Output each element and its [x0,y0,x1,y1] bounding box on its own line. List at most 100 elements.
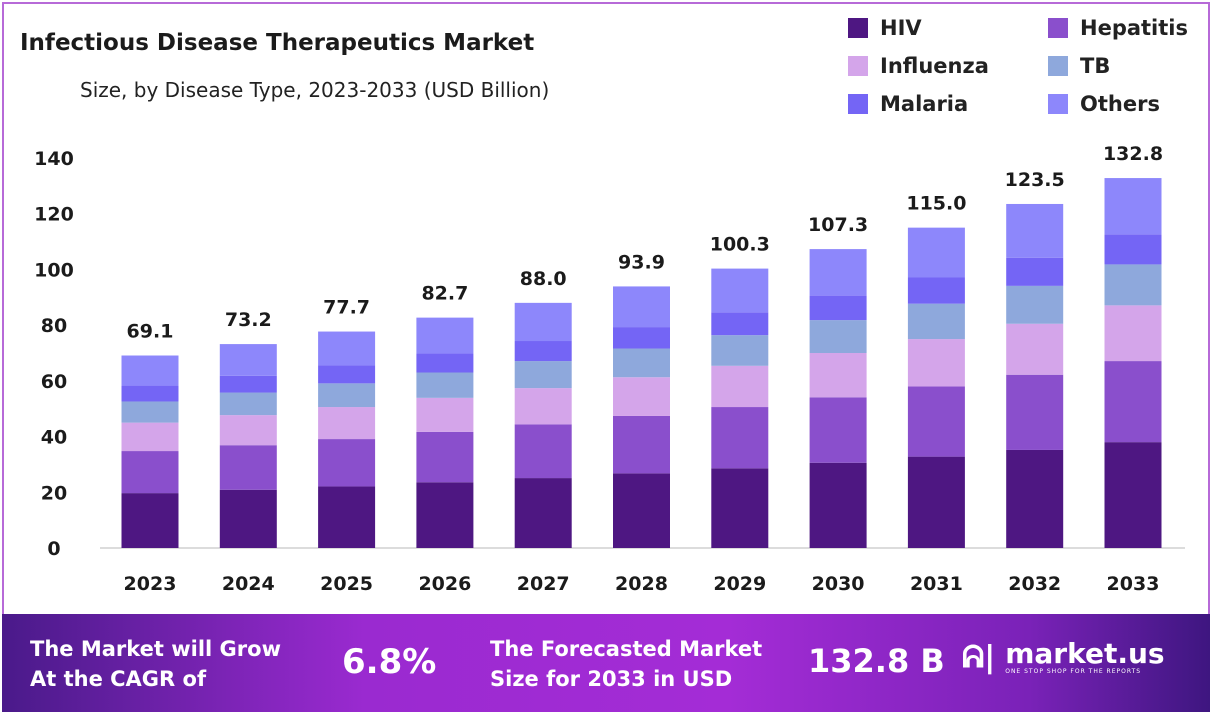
bar-segment-hiv [219,489,277,548]
bar-segment-hepatitis [613,415,670,474]
bar-segment-malaria [1006,257,1064,286]
brand-tagline: ONE STOP SHOP FOR THE REPORTS [1005,668,1142,675]
forecast-label: The Forecasted Market Size for 2033 in U… [490,634,762,694]
cagr-label: The Market will Grow At the CAGR of [30,634,281,694]
bar-segment-influenza [219,415,277,446]
y-tick-label: 120 [34,204,74,226]
bar-segment-tb [1104,264,1162,306]
x-tick-label: 2026 [418,573,471,595]
x-tick-label: 2028 [615,573,668,595]
bar-total-label: 93.9 [618,251,665,273]
bar-segment-hepatitis [219,445,277,490]
bar-segment-hepatitis [416,431,474,483]
bar-segment-tb [219,392,277,416]
legend-label: TB [1080,54,1111,78]
bar-segment-hepatitis [711,407,769,469]
legend-swatch [1048,18,1068,38]
bar-segment-others [219,344,277,376]
brand-logo: ᕱ| market.us ONE STOP SHOP FOR THE REPOR… [962,637,1165,676]
legend-item: Others [1048,92,1208,116]
forecast-value: 132.8 B [808,642,945,680]
footer-banner: The Market will Grow At the CAGR of 6.8%… [2,614,1210,712]
bar-segment-influenza [121,422,179,452]
legend-item: Hepatitis [1048,16,1208,40]
y-tick-label: 20 [41,482,67,504]
bar-total-label: 100.3 [710,234,770,256]
logo-icon: ᕱ| [962,640,996,675]
bar-segment-malaria [613,327,670,349]
legend-swatch [848,94,868,114]
bar-segment-malaria [907,277,965,304]
legend-swatch [848,18,868,38]
y-tick-label: 40 [41,427,67,449]
bar-segment-tb [121,401,179,423]
bar-segment-others [809,249,867,296]
bar-segment-hiv [907,456,965,548]
legend-item: HIV [848,16,1048,40]
bar-segment-hepatitis [514,424,572,479]
x-tick-label: 2033 [1107,573,1160,595]
bar-segment-others [318,331,376,366]
bar-segment-others [121,355,179,386]
bar-segment-hiv [613,473,670,548]
bar-segment-malaria [416,353,474,373]
legend-label: Others [1080,92,1160,116]
y-tick-label: 60 [41,371,67,393]
stacked-bar-chart: 0 20 40 60 80 100 120 140 69.1 2023 73.2 2024 77.7 20… [34,143,1185,595]
bar-segment-influenza [1104,305,1162,362]
bar-total-label: 107.3 [808,214,868,236]
forecast-label-line2: Size for 2033 in USD [490,667,733,691]
bar-total-label: 82.7 [421,283,468,305]
chart-title: Infectious Disease Therapeutics Market [20,30,535,56]
cagr-value: 6.8% [342,642,437,682]
x-tick-label: 2032 [1008,573,1061,595]
bar-segment-others [907,227,965,278]
bar-segment-tb [711,335,769,366]
bar-segment-tb [613,348,670,378]
bar-segment-malaria [1104,234,1162,265]
y-tick-label: 140 [34,148,74,170]
legend: HIV Hepatitis Influenza TB Malaria Others [848,16,1208,116]
bar-total-label: 123.5 [1005,169,1065,191]
bar-segment-others [1006,203,1064,258]
bar-segment-hiv [121,493,179,548]
bar-total-label: 115.0 [906,193,966,215]
legend-label: Malaria [880,92,969,116]
forecast-label-line1: The Forecasted Market [490,637,763,661]
bar-segment-hepatitis [1104,361,1162,443]
bar-total-label: 73.2 [225,309,272,331]
x-tick-label: 2025 [320,573,373,595]
bar-segment-influenza [907,339,965,387]
bar-segment-malaria [121,385,179,402]
bar-segment-influenza [809,353,867,398]
y-tick-label: 100 [34,259,74,281]
bar-segment-hepatitis [1006,374,1064,450]
bar-segment-influenza [711,365,769,408]
bar-segment-influenza [1006,323,1064,375]
x-tick-label: 2023 [124,573,177,595]
bar-segment-influenza [318,407,376,440]
x-tick-label: 2031 [910,573,963,595]
bar-segment-tb [907,303,965,340]
bar-total-label: 69.1 [127,321,174,343]
x-tick-label: 2024 [222,573,275,595]
bar-segment-hepatitis [907,386,965,457]
legend-swatch [1048,56,1068,76]
bar-segment-hiv [1006,449,1064,548]
bar-segment-influenza [416,397,474,432]
bar-segment-malaria [514,341,572,362]
bar-segment-hiv [1104,442,1162,548]
bar-segment-hepatitis [809,397,867,463]
legend-item: Malaria [848,92,1048,116]
chart-frame [2,2,1210,614]
legend-item: Influenza [848,54,1048,78]
legend-swatch [848,56,868,76]
bar-segment-tb [318,383,376,408]
bar-segment-hiv [711,468,769,548]
bar-segment-malaria [219,375,277,393]
bar-segment-hiv [809,462,867,548]
bar-segment-others [416,317,474,354]
legend-swatch [1048,94,1068,114]
x-tick-label: 2030 [812,573,865,595]
brand-name: market.us [1005,637,1165,670]
